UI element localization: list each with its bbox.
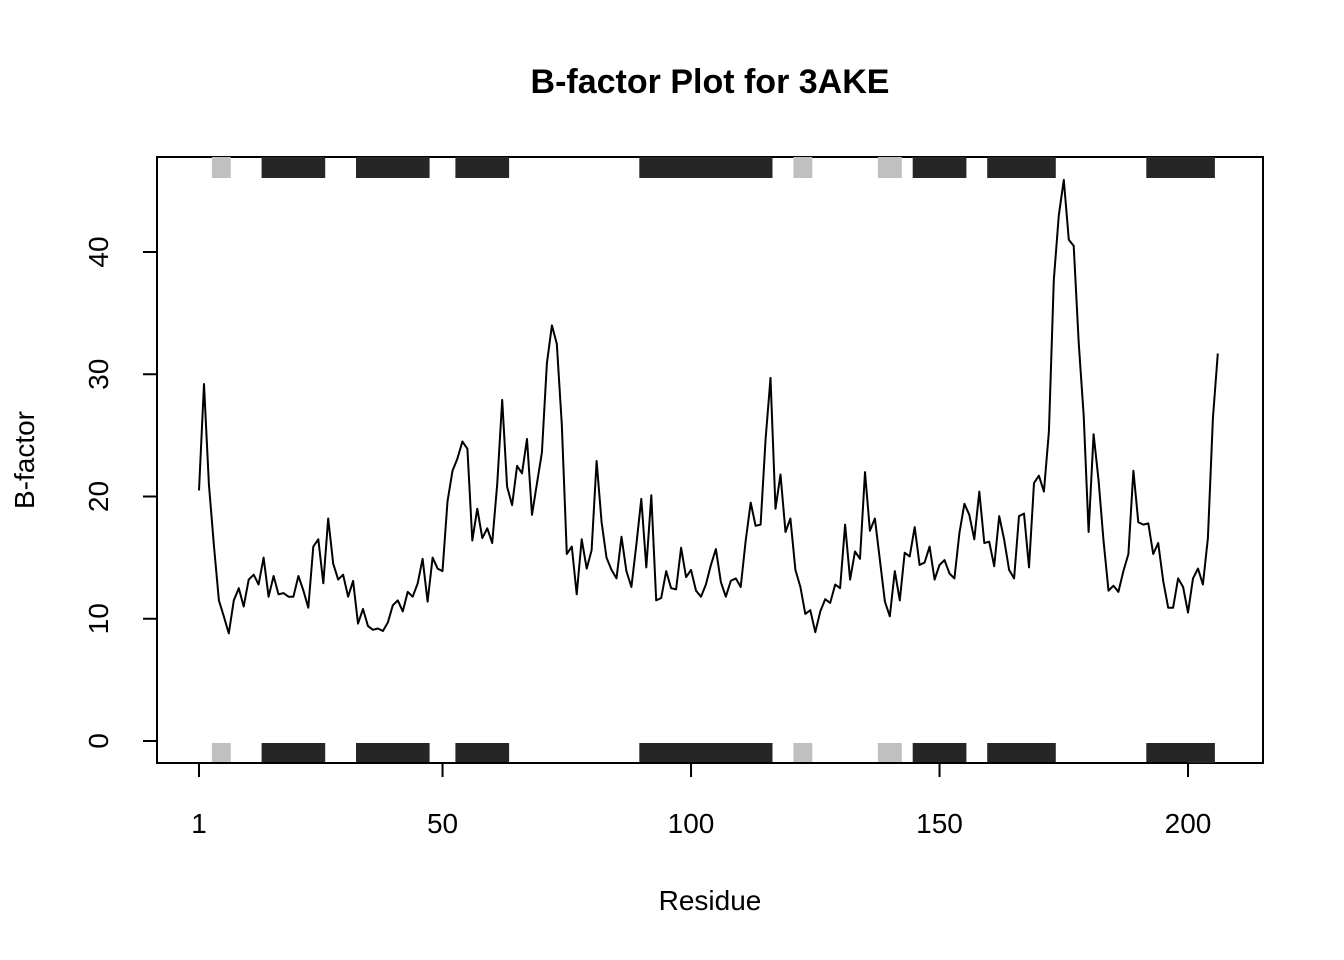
x-tick-label: 150 (916, 808, 963, 839)
helix-block-bottom (912, 743, 967, 763)
x-tick-label: 50 (427, 808, 458, 839)
y-axis: 0 10 20 30 40 (83, 236, 158, 749)
helix-block-top (639, 157, 773, 178)
helix-block-top (455, 157, 510, 178)
y-tick-label: 30 (83, 359, 114, 390)
x-tick-label: 1 (191, 808, 207, 839)
y-axis-label: B-factor (9, 411, 40, 509)
strand-block-top (793, 157, 813, 178)
x-tick-label: 100 (668, 808, 715, 839)
helix-block-bottom (1146, 743, 1215, 763)
y-tick-label: 20 (83, 481, 114, 512)
x-axis: 1 50 100 150 200 (191, 762, 1212, 839)
strand-block-top (211, 157, 231, 178)
helix-block-top (912, 157, 967, 178)
helix-block-top (261, 157, 326, 178)
y-tick-label: 0 (83, 733, 114, 749)
strand-block-bottom (793, 743, 813, 763)
chart-title: B-factor Plot for 3AKE (531, 63, 890, 101)
helix-block-top (356, 157, 430, 178)
x-tick-label: 200 (1165, 808, 1212, 839)
x-axis-label: Residue (659, 885, 762, 916)
data-points (198, 178, 1220, 635)
helix-block-top (1146, 157, 1215, 178)
helix-block-bottom (356, 743, 430, 763)
y-tick-label: 40 (83, 236, 114, 267)
helix-block-bottom (261, 743, 326, 763)
strand-block-bottom (211, 743, 231, 763)
strand-block-top (877, 157, 902, 178)
helix-block-bottom (987, 743, 1056, 763)
b-factor-series-line (198, 178, 1219, 635)
helix-block-top (987, 157, 1056, 178)
helix-block-bottom (455, 743, 510, 763)
strand-block-bottom (877, 743, 902, 763)
secondary-structure-top-track (211, 157, 1215, 178)
helix-block-bottom (639, 743, 773, 763)
y-tick-label: 10 (83, 603, 114, 634)
secondary-structure-bottom-track (211, 743, 1215, 763)
